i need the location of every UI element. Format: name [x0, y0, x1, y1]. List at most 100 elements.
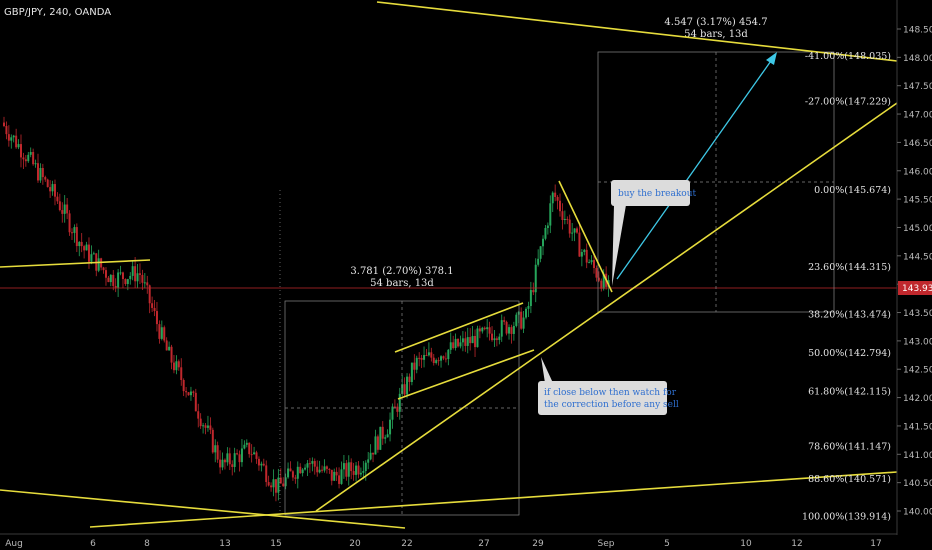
- candle-body-84: [206, 425, 209, 428]
- candle-body-97: [238, 454, 241, 463]
- candle-body-205: [500, 320, 503, 337]
- measure-box-2-line1: 4.547 (3.17%) 454.7: [664, 17, 767, 28]
- candle-body-208: [508, 327, 511, 334]
- callout-correction-line2: the correction before any sell: [544, 400, 679, 410]
- candle-body-25: [63, 204, 66, 214]
- candle-body-235: [573, 228, 576, 233]
- candle-body-2: [7, 134, 10, 141]
- price-tick-label-16: 140.500: [903, 479, 932, 489]
- candle-body-49: [121, 272, 124, 280]
- candle-body-18: [46, 179, 49, 188]
- candle-body-214: [522, 317, 525, 329]
- candle-body-160: [391, 406, 394, 420]
- candle-body-207: [505, 321, 508, 334]
- candle-body-115: [282, 483, 285, 487]
- candle-body-148: [362, 471, 365, 473]
- candle-body-245: [597, 277, 600, 281]
- candle-body-200: [488, 327, 491, 334]
- trendline-august-resistance[interactable]: [0, 259, 151, 268]
- candle-body-183: [447, 349, 450, 360]
- measure-box-2-line2: 54 bars, 13d: [684, 29, 748, 40]
- trendline-channel-upper[interactable]: [394, 302, 524, 353]
- candle-body-178: [435, 360, 438, 364]
- candle-body-123: [301, 469, 304, 474]
- candle-body-104: [255, 452, 258, 459]
- candle-body-157: [384, 437, 387, 439]
- candle-body-78: [192, 391, 195, 393]
- candle-body-5: [15, 135, 18, 148]
- candle-body-158: [386, 434, 389, 438]
- candle-body-75: [185, 391, 188, 393]
- candle-body-116: [284, 477, 287, 487]
- candle-body-46: [114, 285, 117, 288]
- fib-label-5: 50.00%(142.794): [808, 348, 891, 359]
- candle-body-129: [316, 466, 319, 473]
- candle-body-88: [216, 445, 219, 460]
- candle-body-36: [90, 254, 93, 262]
- callout-correction-pointer: [541, 357, 553, 383]
- candle-body-221: [539, 246, 542, 259]
- trendline-channel-lower[interactable]: [397, 349, 535, 400]
- time-tick-label-4: 15: [270, 539, 281, 549]
- time-tick-label-7: 27: [478, 539, 489, 549]
- candle-body-138: [338, 475, 341, 484]
- candle-body-202: [493, 338, 496, 341]
- candle-body-112: [274, 479, 277, 493]
- candle-body-87: [214, 445, 217, 453]
- candle-body-239: [583, 249, 586, 253]
- candle-body-229: [559, 200, 562, 212]
- trendline-bottom-falling[interactable]: [0, 489, 406, 529]
- time-tick-label-2: 8: [144, 539, 150, 549]
- candle-body-9: [24, 159, 27, 162]
- candle-body-224: [546, 225, 549, 228]
- fib-label-7: 78.60%(141.147): [808, 441, 891, 452]
- candle-body-162: [396, 406, 399, 412]
- trendline-top-resistance[interactable]: [376, 1, 898, 62]
- candle-body-4: [12, 135, 15, 138]
- candle-body-234: [571, 232, 574, 234]
- candle-body-206: [503, 320, 506, 322]
- breakout-arrow-head: [766, 52, 777, 65]
- callout-buy-breakout[interactable]: buy the breakout: [611, 180, 697, 286]
- candle-body-167: [408, 376, 411, 383]
- candle-body-29: [73, 227, 76, 233]
- price-tick-label-0: 148.500: [903, 26, 932, 36]
- candle-body-193: [471, 335, 474, 344]
- candle-body-226: [551, 192, 554, 204]
- fib-label-9: 100.00%(139.914): [802, 511, 891, 522]
- trendline-main-support[interactable]: [315, 102, 898, 512]
- time-axis-ticks: Aug 6 8 13 15 20 22 27 29 Sep 5 10 12 17: [5, 539, 882, 549]
- candle-body-215: [525, 308, 528, 318]
- candle-body-43: [107, 277, 110, 283]
- trendline-descending-wedge[interactable]: [558, 180, 613, 293]
- trendline-bottom-rising[interactable]: [89, 471, 898, 528]
- candle-body-163: [398, 393, 401, 412]
- candle-body-20: [51, 184, 54, 192]
- candle-body-170: [415, 357, 418, 370]
- candle-body-177: [432, 357, 435, 364]
- price-tick-label-7: 145.000: [903, 224, 932, 234]
- callout-correction[interactable]: if close below then watch for the correc…: [538, 357, 679, 415]
- candle-body-117: [287, 468, 290, 478]
- candle-body-166: [406, 376, 409, 395]
- candle-body-136: [333, 471, 336, 481]
- price-tick-label-10: 143.500: [903, 309, 932, 319]
- candle-body-238: [580, 252, 583, 257]
- candle-body-32: [80, 241, 83, 247]
- candle-body-165: [403, 384, 406, 395]
- fib-label-1: -27.00%(147.229): [805, 97, 891, 108]
- price-tick-label-3: 147.000: [903, 111, 932, 121]
- candle-body-187: [457, 338, 460, 347]
- candle-body-227: [554, 192, 557, 197]
- trendlines: [0, 1, 898, 529]
- price-tick-label-13: 142.000: [903, 394, 932, 404]
- price-tick-label-5: 146.000: [903, 167, 932, 177]
- candle-body-93: [228, 453, 231, 465]
- candle-body-119: [291, 471, 294, 478]
- candle-body-128: [313, 461, 316, 467]
- candle-body-190: [464, 338, 467, 346]
- price-tick-label-8: 144.500: [903, 252, 932, 262]
- candle-body-1: [5, 125, 8, 135]
- candle-body-120: [294, 477, 297, 479]
